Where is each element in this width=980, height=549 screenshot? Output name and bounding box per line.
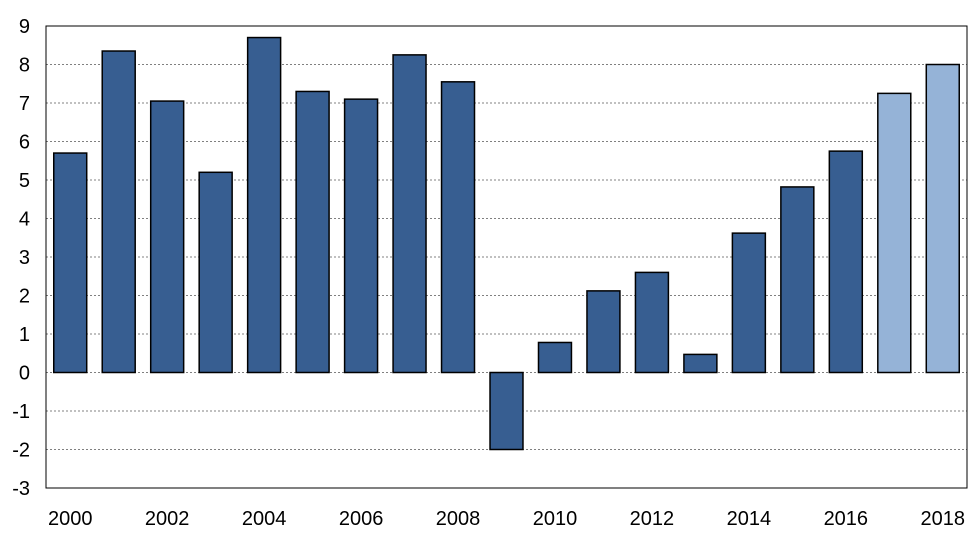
bars (53, 36, 960, 451)
x-tick-label: 2010 (533, 508, 578, 530)
bar-2006 (343, 98, 379, 374)
bar-2014 (731, 232, 767, 374)
bar-2011 (586, 290, 621, 374)
y-axis-ticks: -3 -2 -1 0 1 2 3 4 5 6 7 8 9 (12, 16, 30, 500)
bar-2017 (877, 92, 912, 374)
bar-2007 (392, 54, 427, 374)
x-tick-label: 2018 (921, 508, 966, 530)
y-tick-label: 3 (19, 247, 30, 269)
bar-2005 (295, 90, 330, 374)
bar-2010 (537, 341, 573, 374)
x-axis-ticks: 2000 2002 2004 2006 2008 2010 2012 2014 2016 2018 (48, 508, 965, 530)
y-tick-label: 8 (19, 55, 30, 77)
y-tick-label: 1 (19, 324, 30, 346)
bar-2015 (780, 186, 815, 374)
x-tick-label: 2002 (145, 508, 190, 530)
bar-2009 (489, 371, 524, 451)
y-tick-label: -1 (12, 401, 30, 423)
bar-2018 (925, 63, 960, 374)
bar-2003 (198, 171, 233, 374)
x-tick-label: 2004 (242, 508, 287, 530)
x-tick-label: 2008 (436, 508, 481, 530)
y-tick-label: -2 (12, 440, 30, 462)
y-tick-label: 2 (19, 286, 30, 308)
bar-2013 (683, 353, 718, 374)
bar-2016 (828, 150, 864, 374)
bar-2000 (53, 152, 88, 374)
bar-2008 (440, 81, 476, 374)
y-tick-label: 0 (19, 363, 30, 385)
x-tick-label: 2012 (630, 508, 675, 530)
x-tick-label: 2014 (727, 508, 772, 530)
y-tick-label: 9 (19, 16, 30, 38)
bar-2002 (149, 100, 185, 374)
bar-2012 (634, 271, 670, 374)
bar-2004 (246, 36, 282, 374)
bar-2001 (101, 50, 136, 374)
x-tick-label: 2000 (48, 508, 93, 530)
y-tick-label: 6 (19, 132, 30, 154)
x-tick-label: 2016 (824, 508, 869, 530)
y-tick-label: 4 (19, 209, 30, 231)
plot-area-frame (45, 25, 968, 489)
x-tick-label: 2006 (339, 508, 384, 530)
y-tick-label: 7 (19, 93, 30, 115)
y-tick-label: 5 (19, 170, 30, 192)
y-tick-label: -3 (12, 478, 30, 500)
